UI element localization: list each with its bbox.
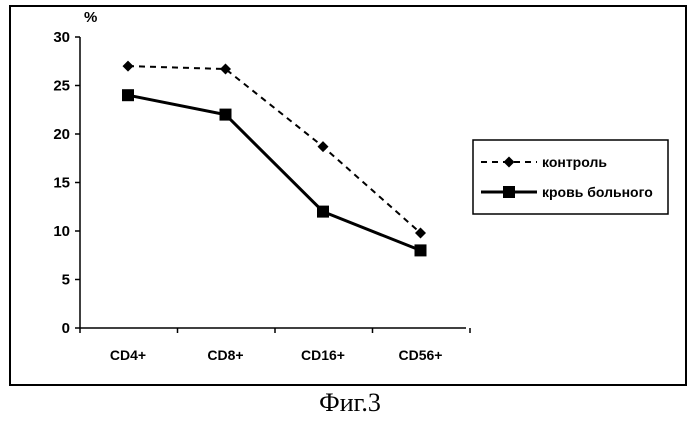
legend-marker-2 bbox=[503, 186, 515, 198]
x-tick-label: CD16+ bbox=[301, 347, 345, 363]
x-ticks: CD4+ CD8+ CD16+ CD56+ bbox=[80, 328, 470, 363]
series-line-1 bbox=[128, 66, 421, 233]
figure-caption: Фиг.3 bbox=[0, 388, 700, 418]
y-tick-label: 0 bbox=[62, 320, 70, 337]
y-tick-label: 30 bbox=[53, 29, 70, 46]
y-tick-label: 20 bbox=[53, 126, 70, 143]
x-tick-label: CD8+ bbox=[207, 347, 243, 363]
x-tick-label: CD4+ bbox=[110, 347, 146, 363]
y-axis-label: % bbox=[84, 9, 97, 26]
series-layer bbox=[122, 61, 427, 257]
series-2-point bbox=[415, 244, 427, 256]
y-tick-label: 10 bbox=[53, 223, 70, 240]
legend bbox=[473, 140, 668, 214]
line-chart: % 0 5 10 15 20 25 30 CD4+ CD8+ CD16+ CD56+ контро… bbox=[0, 0, 700, 390]
y-ticks: 0 5 10 15 20 25 30 bbox=[53, 29, 80, 337]
legend-label-2: кровь больного bbox=[542, 184, 653, 200]
series-2-point bbox=[122, 89, 134, 101]
y-tick-label: 25 bbox=[53, 78, 70, 95]
series-line-2 bbox=[128, 95, 421, 250]
y-tick-label: 15 bbox=[53, 175, 70, 192]
series-1-point bbox=[123, 61, 134, 72]
series-2-point bbox=[220, 109, 232, 121]
y-tick-label: 5 bbox=[62, 272, 70, 289]
x-tick-label: CD56+ bbox=[399, 347, 443, 363]
series-2-point bbox=[317, 206, 329, 218]
legend-label-1: контроль bbox=[542, 154, 607, 170]
series-1-point bbox=[318, 141, 329, 152]
